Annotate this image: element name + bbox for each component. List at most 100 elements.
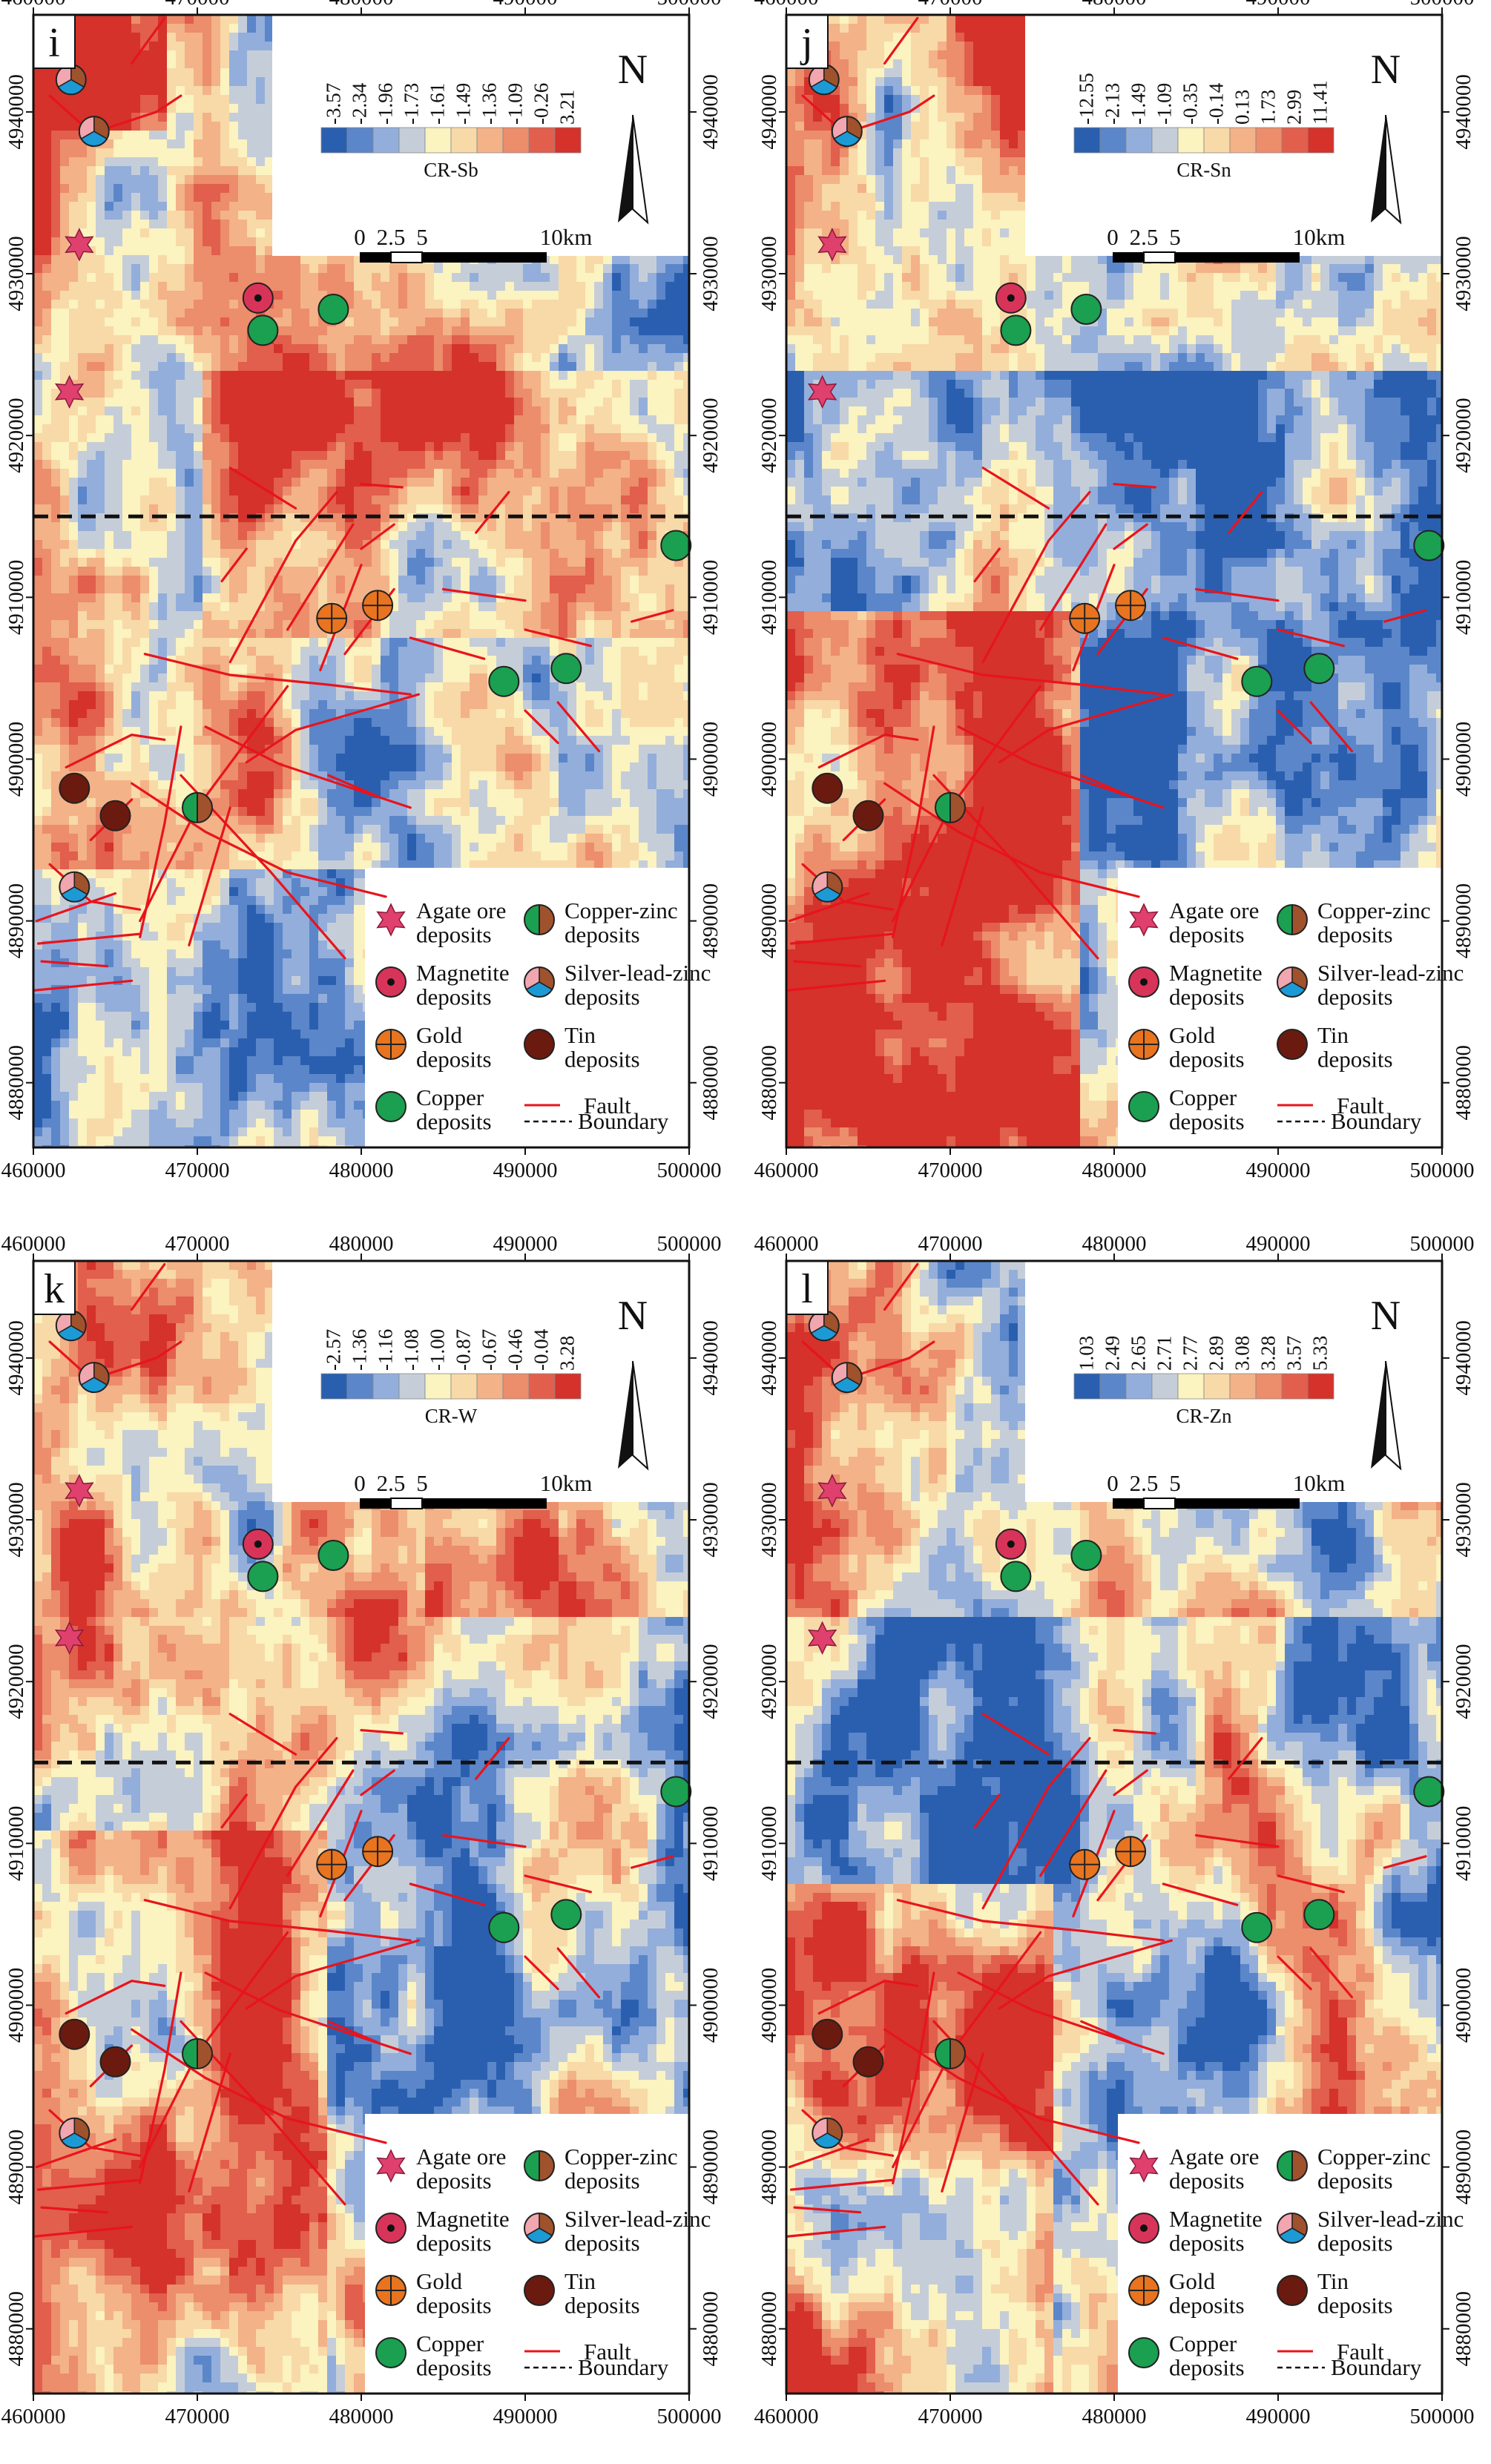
colorbar-tick-label: 2.89 bbox=[1205, 1336, 1228, 1371]
scale-bar-segment bbox=[422, 1498, 484, 1509]
y-tick-label-right: 4930000 bbox=[699, 236, 723, 312]
deposit-copper bbox=[1414, 1777, 1444, 1807]
y-tick-label-left: 4910000 bbox=[4, 560, 28, 636]
x-tick-label-bottom: 470000 bbox=[165, 1159, 230, 1182]
colorbar-tick-label: -12.55 bbox=[1076, 73, 1098, 125]
y-tick-label-left: 4900000 bbox=[757, 1968, 781, 2043]
colorbar-swatch bbox=[1308, 1374, 1334, 1399]
legend-magnetite-icon bbox=[376, 967, 406, 997]
x-tick-label-bottom: 500000 bbox=[1410, 2405, 1475, 2428]
panel-label: i bbox=[48, 20, 60, 66]
x-tick-label-bottom: 490000 bbox=[1246, 2405, 1311, 2428]
deposit-copper bbox=[1071, 1541, 1101, 1570]
deposit-gold bbox=[1070, 604, 1099, 633]
colorbar-tick-label: -0.87 bbox=[452, 1329, 475, 1371]
deposit-copper bbox=[1242, 667, 1271, 696]
deposit-silver-lead-zinc bbox=[79, 116, 109, 146]
y-tick-label-right: 4910000 bbox=[699, 560, 723, 636]
colorbar-tick-label: -1.36 bbox=[478, 83, 501, 125]
scale-bar-segment bbox=[1113, 1498, 1144, 1509]
scale-bar-label: 5 bbox=[416, 1470, 428, 1496]
scale-bar-segment bbox=[484, 1498, 547, 1509]
deposit-magnetite bbox=[243, 283, 273, 313]
scale-bar-label: 5 bbox=[1169, 1470, 1181, 1496]
deposit-silver-lead-zinc bbox=[56, 65, 86, 94]
north-label: N bbox=[618, 1293, 648, 1339]
deposit-copper bbox=[248, 315, 277, 345]
colorbar-swatch bbox=[321, 1374, 347, 1399]
legend-tin-icon bbox=[524, 1030, 554, 1059]
colorbar-swatch bbox=[321, 128, 347, 153]
y-tick-label-left: 4920000 bbox=[757, 1644, 781, 1719]
colorbar-swatch bbox=[373, 128, 399, 153]
deposit-copper bbox=[551, 1900, 581, 1929]
x-tick-label-top: 470000 bbox=[165, 0, 230, 10]
colorbar-swatch bbox=[1230, 1374, 1256, 1399]
x-tick-label-bottom: 470000 bbox=[918, 1159, 983, 1182]
y-tick-label-left: 4910000 bbox=[757, 560, 781, 636]
deposit-copper bbox=[1304, 653, 1334, 683]
y-tick-label-left: 4880000 bbox=[757, 2291, 781, 2367]
colorbar-swatch bbox=[373, 1374, 399, 1399]
colorbar-tick-label: 5.33 bbox=[1309, 1336, 1332, 1371]
legend-magnetite-icon bbox=[1129, 967, 1159, 997]
deposit-gold bbox=[363, 1837, 392, 1866]
deposit-silver-lead-zinc bbox=[832, 1363, 862, 1392]
y-tick-label-right: 4900000 bbox=[699, 722, 723, 797]
deposit-gold bbox=[363, 590, 392, 620]
colorbar-tick-label: 3.08 bbox=[1231, 1336, 1254, 1371]
colorbar-tick-label: -1.08 bbox=[401, 1329, 423, 1371]
deposit-copper bbox=[551, 653, 581, 683]
colorbar-tick-label: -0.35 bbox=[1179, 83, 1202, 125]
deposit-tin bbox=[854, 2047, 883, 2077]
deposit-silver-lead-zinc bbox=[59, 2118, 89, 2148]
y-tick-label-right: 4900000 bbox=[699, 1968, 723, 2043]
deposit-copper bbox=[248, 1561, 277, 1591]
colorbar-tick-label: 3.28 bbox=[556, 1336, 579, 1371]
colorbar-tick-label: 3.21 bbox=[556, 90, 579, 125]
legend-copper-zinc-icon bbox=[1277, 905, 1307, 935]
colorbar-swatch bbox=[1100, 1374, 1126, 1399]
y-tick-label-left: 4920000 bbox=[757, 398, 781, 473]
colorbar-swatch bbox=[1204, 1374, 1230, 1399]
colorbar-tick-label: -0.26 bbox=[530, 83, 553, 125]
colorbar-swatch bbox=[555, 1374, 581, 1399]
legend-tin-icon bbox=[524, 2276, 554, 2305]
y-tick-label-left: 4940000 bbox=[757, 74, 781, 150]
colorbar-tick-label: 3.57 bbox=[1283, 1336, 1306, 1371]
colorbar-tick-label: 2.99 bbox=[1283, 90, 1306, 125]
deposit-gold bbox=[1116, 590, 1145, 620]
scale-bar-segment bbox=[1144, 1498, 1175, 1509]
legend-copper-zinc-icon bbox=[524, 905, 554, 935]
deposit-silver-lead-zinc bbox=[812, 872, 842, 902]
deposit-silver-lead-zinc bbox=[809, 65, 839, 94]
colorbar-tick-label: -1.49 bbox=[452, 83, 475, 125]
y-tick-label-left: 4910000 bbox=[4, 1806, 28, 1882]
scale-bar-label: 10km bbox=[540, 1470, 593, 1496]
x-tick-label-top: 480000 bbox=[1082, 1232, 1147, 1256]
scale-bar-segment bbox=[391, 1498, 422, 1509]
x-tick-label-top: 460000 bbox=[1, 0, 66, 10]
colorbar-swatch bbox=[1204, 128, 1230, 153]
deposit-copper bbox=[318, 1541, 348, 1570]
y-tick-label-right: 4910000 bbox=[1452, 560, 1475, 636]
scale-bar-label: 2.5 bbox=[1130, 224, 1159, 250]
deposit-copper bbox=[318, 294, 348, 324]
legend-tin-icon bbox=[1277, 1030, 1307, 1059]
colorbar-swatch bbox=[477, 1374, 503, 1399]
y-tick-label-left: 4890000 bbox=[4, 2129, 28, 2205]
x-tick-label-top: 460000 bbox=[754, 0, 819, 10]
x-tick-label-bottom: 480000 bbox=[329, 1159, 394, 1182]
legend-copper-icon bbox=[1129, 2338, 1159, 2368]
x-tick-label-bottom: 460000 bbox=[1, 1159, 66, 1182]
scale-bar-segment bbox=[1113, 252, 1144, 263]
y-tick-label-left: 4910000 bbox=[757, 1806, 781, 1882]
colorbar-title: CR-Sn bbox=[1176, 159, 1231, 181]
colorbar-tick-label: -1.16 bbox=[375, 1329, 397, 1371]
y-tick-label-right: 4880000 bbox=[699, 2291, 723, 2367]
deposit-copper bbox=[661, 531, 691, 561]
deposit-copper bbox=[1414, 531, 1444, 561]
x-tick-label-top: 490000 bbox=[1246, 0, 1311, 10]
panel-label: k bbox=[44, 1266, 65, 1312]
